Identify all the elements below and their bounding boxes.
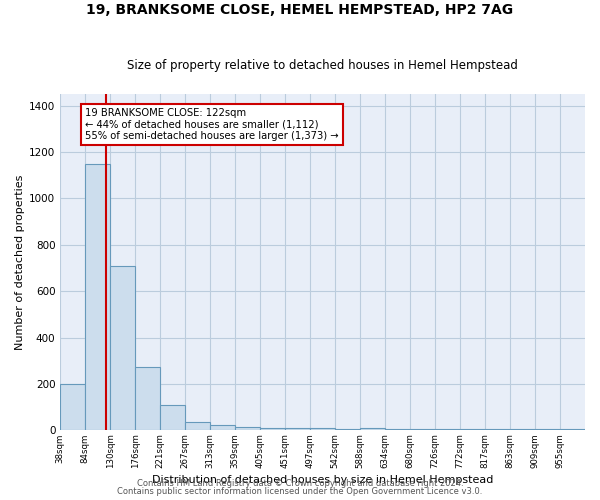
Bar xyxy=(435,429,460,430)
Bar xyxy=(410,429,435,430)
Text: 19 BRANKSOME CLOSE: 122sqm
← 44% of detached houses are smaller (1,112)
55% of s: 19 BRANKSOME CLOSE: 122sqm ← 44% of deta… xyxy=(85,108,339,141)
X-axis label: Distribution of detached houses by size in Hemel Hempstead: Distribution of detached houses by size … xyxy=(152,475,493,485)
Text: Contains HM Land Registry data © Crown copyright and database right 2024.: Contains HM Land Registry data © Crown c… xyxy=(137,479,463,488)
Bar xyxy=(60,384,85,430)
Bar xyxy=(385,429,410,430)
Text: Contains public sector information licensed under the Open Government Licence v3: Contains public sector information licen… xyxy=(118,487,482,496)
Title: Size of property relative to detached houses in Hemel Hempstead: Size of property relative to detached ho… xyxy=(127,59,518,72)
Bar xyxy=(85,164,110,430)
Bar xyxy=(210,424,235,430)
Bar xyxy=(310,428,335,430)
Bar xyxy=(235,427,260,430)
Bar xyxy=(535,429,560,430)
Bar xyxy=(260,428,286,430)
Bar xyxy=(560,429,585,430)
Bar xyxy=(360,428,385,430)
Y-axis label: Number of detached properties: Number of detached properties xyxy=(15,174,25,350)
Text: 19, BRANKSOME CLOSE, HEMEL HEMPSTEAD, HP2 7AG: 19, BRANKSOME CLOSE, HEMEL HEMPSTEAD, HP… xyxy=(86,2,514,16)
Bar xyxy=(136,366,160,430)
Bar xyxy=(335,429,360,430)
Bar xyxy=(485,429,510,430)
Bar xyxy=(110,266,136,430)
Bar xyxy=(160,405,185,430)
Bar xyxy=(460,429,485,430)
Bar xyxy=(286,428,310,430)
Bar xyxy=(185,422,210,430)
Bar xyxy=(510,429,535,430)
